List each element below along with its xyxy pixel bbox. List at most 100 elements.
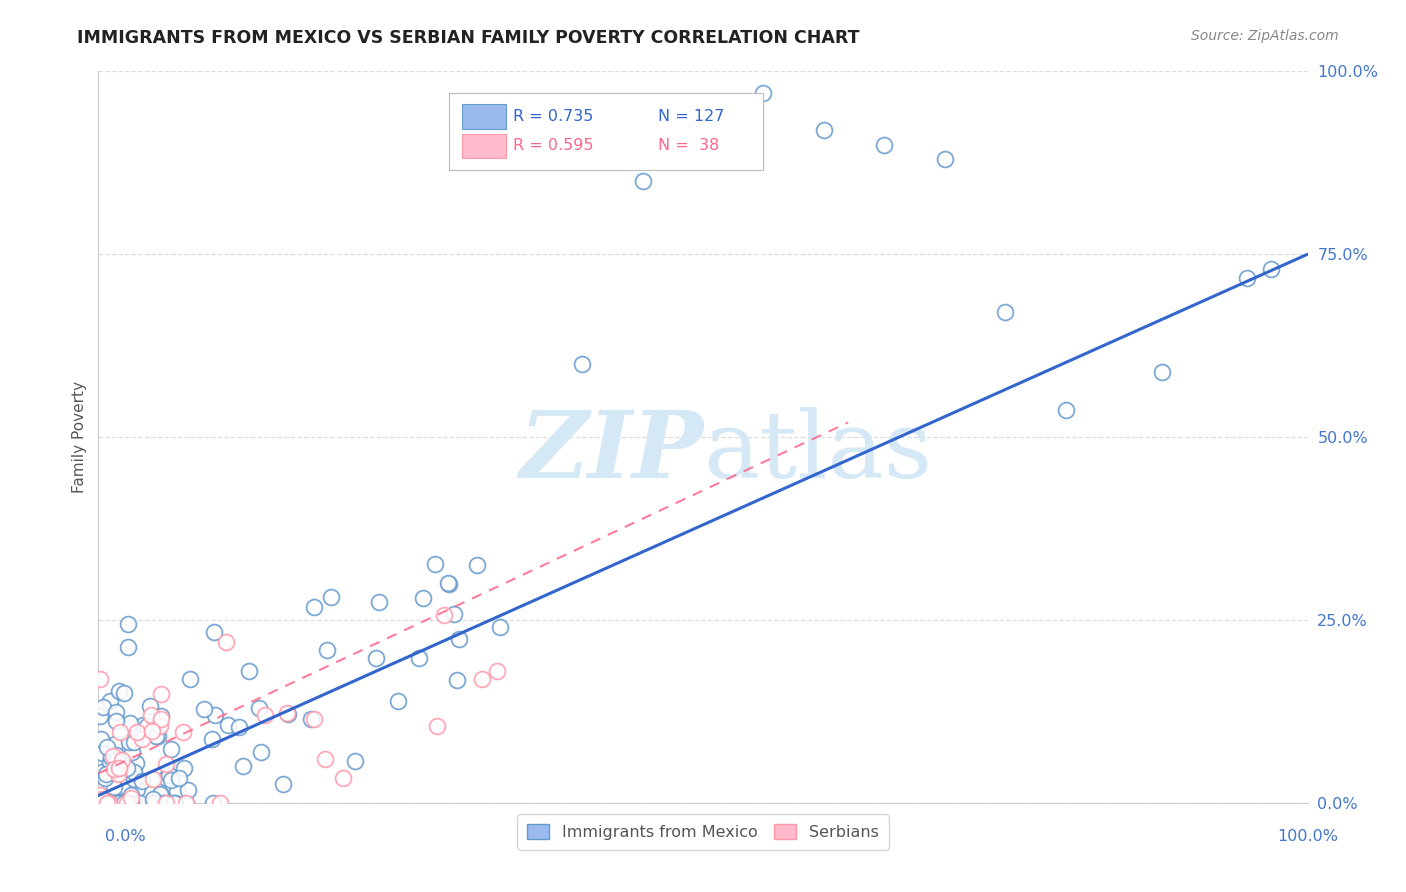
Legend: Immigrants from Mexico, Serbians: Immigrants from Mexico, Serbians	[517, 814, 889, 850]
Point	[449, 632, 471, 646]
Point	[439, 577, 461, 591]
Point	[176, 782, 198, 797]
Point	[155, 757, 177, 772]
Point	[1260, 262, 1282, 277]
Point	[443, 607, 465, 621]
Point	[433, 608, 456, 623]
Point	[91, 746, 114, 760]
Point	[122, 772, 145, 787]
Point	[165, 796, 187, 810]
Point	[141, 723, 163, 738]
Point	[315, 643, 337, 657]
Point	[201, 796, 224, 810]
Point	[142, 796, 165, 810]
Point	[142, 791, 165, 805]
Point	[387, 693, 409, 707]
Point	[160, 796, 183, 810]
Point	[107, 796, 129, 810]
Point	[103, 762, 125, 776]
Point	[96, 796, 118, 810]
Point	[110, 796, 132, 810]
Point	[110, 761, 132, 775]
Point	[94, 796, 117, 810]
Point	[98, 796, 121, 810]
Point	[1236, 271, 1258, 285]
Text: R = 0.735: R = 0.735	[513, 109, 593, 124]
Point	[115, 796, 138, 810]
Point	[89, 708, 111, 723]
Point	[110, 796, 132, 810]
Point	[176, 796, 198, 810]
Point	[277, 707, 299, 722]
Point	[131, 774, 153, 789]
Point	[160, 742, 183, 756]
Point	[149, 788, 172, 802]
Point	[94, 767, 117, 781]
Point	[105, 796, 128, 810]
Point	[117, 796, 139, 810]
Point	[152, 796, 174, 810]
Point	[94, 796, 117, 810]
Point	[204, 708, 226, 723]
FancyBboxPatch shape	[463, 104, 506, 129]
Point	[465, 558, 488, 572]
Point	[1054, 403, 1077, 417]
Point	[571, 357, 593, 371]
Point	[142, 772, 165, 786]
Point	[155, 771, 177, 785]
Point	[150, 687, 173, 701]
Point	[117, 796, 139, 810]
Point	[96, 740, 118, 755]
Point	[103, 780, 125, 794]
Point	[994, 304, 1017, 318]
Point	[110, 793, 132, 807]
Point	[488, 620, 510, 634]
Point	[209, 796, 232, 810]
Point	[412, 591, 434, 606]
Point	[89, 796, 111, 810]
Point	[90, 731, 112, 746]
Point	[117, 616, 139, 631]
Point	[139, 698, 162, 713]
Point	[332, 771, 354, 785]
Point	[90, 796, 112, 810]
Point	[426, 719, 449, 733]
Text: N = 127: N = 127	[658, 109, 724, 124]
Point	[115, 760, 138, 774]
Point	[201, 732, 224, 747]
Point	[107, 767, 129, 781]
Point	[131, 732, 153, 747]
Point	[179, 672, 201, 686]
Point	[94, 772, 117, 786]
Point	[124, 764, 146, 779]
Point	[125, 724, 148, 739]
Point	[304, 712, 326, 726]
Point	[91, 700, 114, 714]
Point	[873, 137, 896, 152]
Text: ZIP: ZIP	[519, 407, 703, 497]
Point	[118, 735, 141, 749]
Point	[121, 745, 143, 759]
Point	[89, 673, 111, 687]
Text: 0.0%: 0.0%	[105, 830, 146, 844]
Point	[486, 664, 509, 678]
Point	[368, 595, 391, 609]
Point	[446, 673, 468, 688]
Point	[215, 635, 238, 649]
Point	[122, 735, 145, 749]
Point	[344, 754, 367, 768]
Point	[162, 796, 184, 810]
Point	[299, 712, 322, 726]
Point	[117, 796, 139, 810]
Point	[143, 796, 166, 810]
Point	[238, 664, 260, 678]
Point	[173, 760, 195, 774]
Point	[155, 796, 177, 810]
Point	[121, 796, 143, 810]
Point	[118, 796, 141, 810]
Point	[112, 796, 135, 810]
Point	[271, 777, 294, 791]
Point	[125, 781, 148, 796]
Point	[145, 729, 167, 743]
Point	[204, 624, 226, 639]
